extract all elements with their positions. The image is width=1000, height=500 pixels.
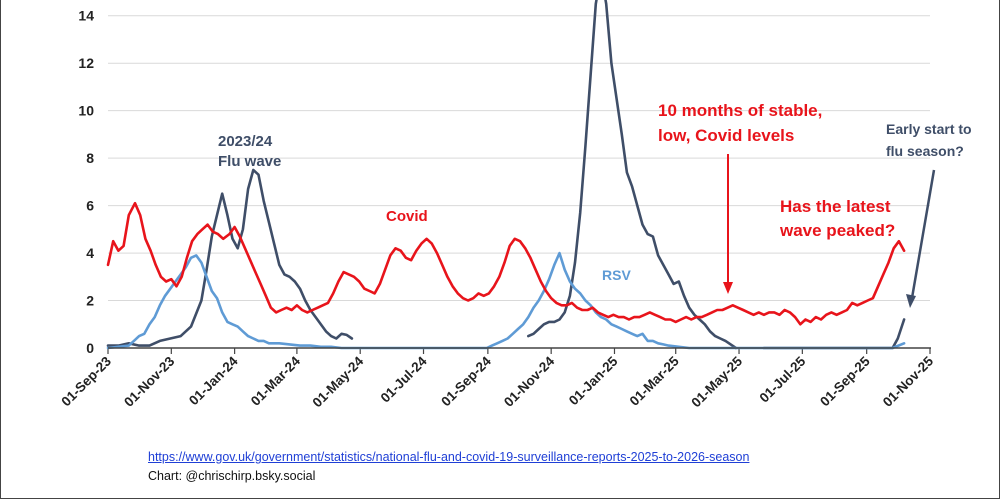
x-tick-label: 01-Jul-25 bbox=[756, 353, 808, 405]
flu-wave-label-line1: 2023/24 bbox=[218, 133, 273, 150]
rsv-label: RSV bbox=[602, 267, 631, 283]
peak-annotation-line1: Has the latest bbox=[780, 197, 891, 216]
y-tick-label: 8 bbox=[86, 150, 94, 166]
stable-covid-annotation-line2: low, Covid levels bbox=[658, 126, 794, 145]
x-tick-label: 01-Nov-25 bbox=[880, 353, 937, 410]
x-tick-label: 01-Jan-25 bbox=[566, 353, 621, 408]
x-tick-label: 01-Nov-24 bbox=[501, 353, 558, 410]
y-tick-label: 14 bbox=[78, 8, 94, 24]
series-line-covid bbox=[106, 201, 906, 326]
source-link[interactable]: https://www.gov.uk/government/statistics… bbox=[148, 450, 750, 464]
x-tick-label: 01-Nov-23 bbox=[121, 353, 178, 410]
y-tick-label: 0 bbox=[86, 340, 94, 356]
series-line-2024-25-flu bbox=[527, 0, 738, 350]
y-tick-label: 2 bbox=[86, 293, 94, 309]
series-line-2025-26-flu bbox=[762, 318, 906, 350]
y-tick-label: 4 bbox=[86, 245, 94, 261]
peak-annotation-line2: wave peaked? bbox=[779, 221, 895, 240]
early-flu-annotation-line1: Early start to bbox=[886, 121, 972, 137]
y-axis-ticks: 0 2 4 6 8 10 12 14 bbox=[78, 8, 94, 356]
x-tick-label: 01-Jan-24 bbox=[186, 353, 241, 408]
x-tick-label: 01-Sep-24 bbox=[438, 353, 494, 409]
stable-covid-arrow bbox=[723, 154, 733, 294]
y-tick-label: 10 bbox=[78, 103, 94, 119]
series-lines bbox=[106, 0, 906, 350]
covid-label: Covid bbox=[386, 208, 428, 225]
chart-credit: Chart: @chrischirp.bsky.social bbox=[148, 469, 316, 483]
y-tick-label: 12 bbox=[78, 55, 94, 71]
x-tick-label: 01-Sep-23 bbox=[58, 353, 114, 409]
x-tick-label: 01-Jul-24 bbox=[378, 353, 430, 405]
x-axis-ticks: 01-Sep-23 01-Nov-23 01-Jan-24 01-Mar-24 01-M… bbox=[58, 348, 936, 410]
x-tick-label: 01-Sep-25 bbox=[817, 353, 873, 409]
x-tick-label: 01-May-24 bbox=[310, 353, 367, 410]
early-flu-annotation-line2: flu season? bbox=[886, 143, 964, 159]
series-line-2023-24-flu-wave bbox=[106, 168, 354, 347]
flu-wave-label-line2: Flu wave bbox=[218, 153, 281, 170]
x-tick-label: 01-May-25 bbox=[688, 353, 745, 410]
y-tick-label: 6 bbox=[86, 198, 94, 214]
stable-covid-annotation-line1: 10 months of stable, bbox=[658, 101, 822, 120]
x-tick-label: 01-Mar-25 bbox=[627, 353, 683, 409]
early-flu-arrow bbox=[906, 169, 936, 308]
x-tick-label: 01-Mar-24 bbox=[248, 353, 304, 409]
